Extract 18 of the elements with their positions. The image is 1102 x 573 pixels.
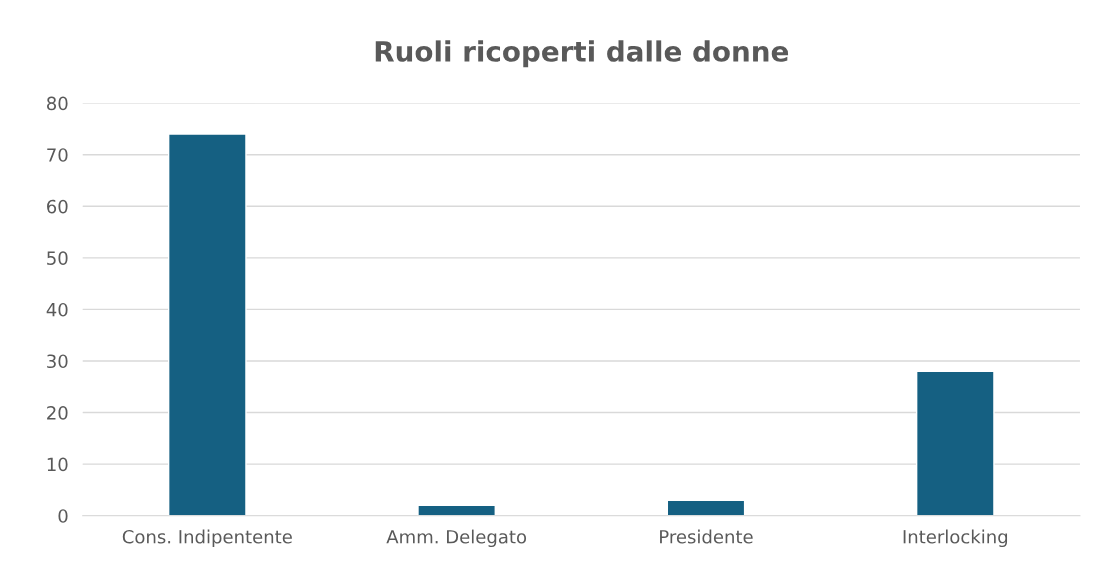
y-tick-label: 70 bbox=[47, 148, 68, 162]
bar bbox=[167, 133, 247, 516]
y-tick-label: 50 bbox=[47, 251, 68, 265]
x-tick-label: Cons. Indipentente bbox=[122, 529, 292, 548]
y-tick-label: 10 bbox=[47, 457, 68, 472]
y-tick-label: 30 bbox=[47, 354, 68, 369]
y-tick-label: 0 bbox=[58, 509, 68, 523]
bar bbox=[666, 499, 746, 516]
bar bbox=[417, 504, 496, 516]
x-tick-label: Presidente bbox=[660, 529, 753, 544]
y-tick-label: 20 bbox=[47, 406, 68, 420]
x-tick-label: Amm. Delegato bbox=[386, 529, 527, 548]
y-tick-label: 60 bbox=[47, 199, 68, 214]
x-tick-label: Interlocking bbox=[903, 529, 1008, 548]
chart-title: Ruoli ricoperti dalle donne bbox=[375, 40, 789, 68]
y-tick-label: 80 bbox=[47, 96, 68, 111]
y-tick-label: 40 bbox=[46, 302, 68, 317]
bar bbox=[915, 370, 995, 516]
